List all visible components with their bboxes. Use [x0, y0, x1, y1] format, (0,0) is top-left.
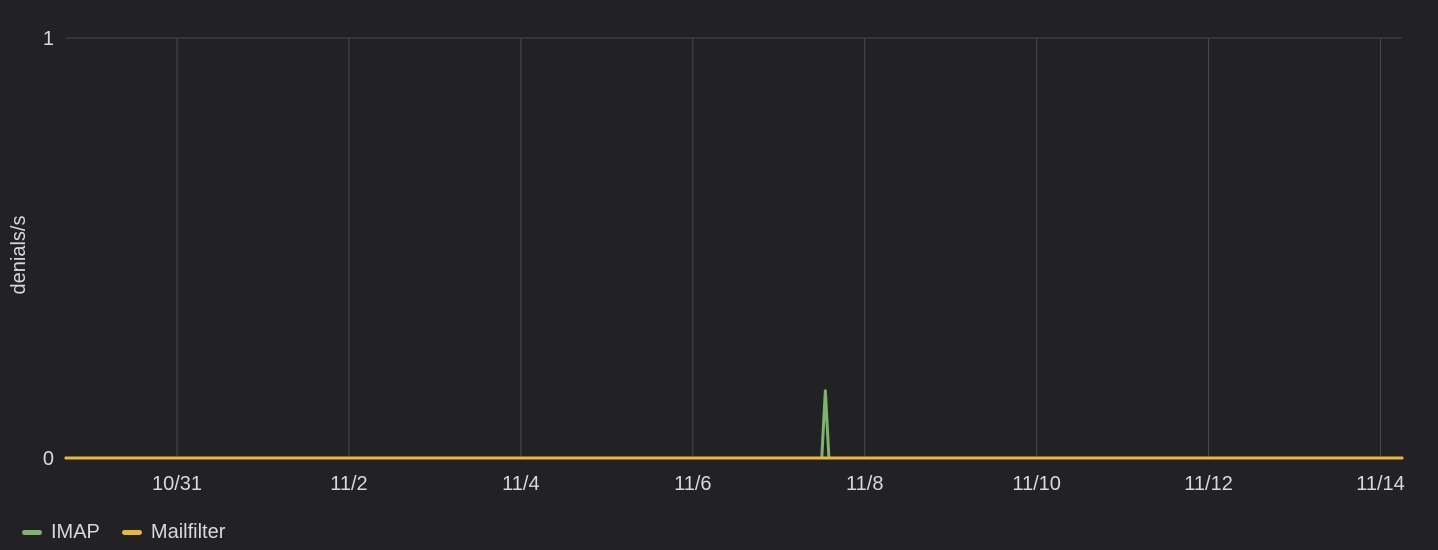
x-tick-label: 11/2	[330, 473, 367, 495]
series	[64, 389, 1404, 460]
y-axis-ticks: 01	[43, 28, 54, 470]
x-tick-label: 11/6	[674, 473, 711, 495]
grid	[66, 37, 1402, 458]
legend-label-imap: IMAP	[51, 521, 100, 543]
legend-item-imap[interactable]: IMAP	[22, 520, 100, 544]
x-tick-label: 11/4	[502, 473, 539, 495]
legend-swatch-imap	[22, 529, 42, 535]
legend-item-mailfilter[interactable]: Mailfilter	[121, 520, 226, 544]
x-tick-label: 11/8	[846, 473, 883, 495]
y-axis-label: denials/s	[8, 216, 30, 295]
legend-label-mailfilter: Mailfilter	[150, 521, 226, 543]
x-tick-label: 11/14	[1356, 473, 1405, 495]
legend: IMAP Mailfilter	[22, 520, 225, 544]
x-tick-label: 11/12	[1184, 473, 1233, 495]
series-line-imap	[64, 389, 1404, 460]
y-tick-label: 1	[43, 28, 54, 50]
x-tick-label: 10/31	[152, 473, 202, 495]
legend-swatch-mailfilter	[121, 529, 142, 535]
x-axis-ticks: 10/31 11/2 11/4 11/6 11/8 11/10 11/12 11/14	[152, 473, 1405, 495]
x-tick-label: 11/10	[1012, 473, 1061, 495]
denials-chart: denials/s 01 10/31 11/2 11/4 11/6 11/8 11/10 1…	[8, 28, 1405, 495]
y-tick-label: 0	[43, 448, 54, 470]
